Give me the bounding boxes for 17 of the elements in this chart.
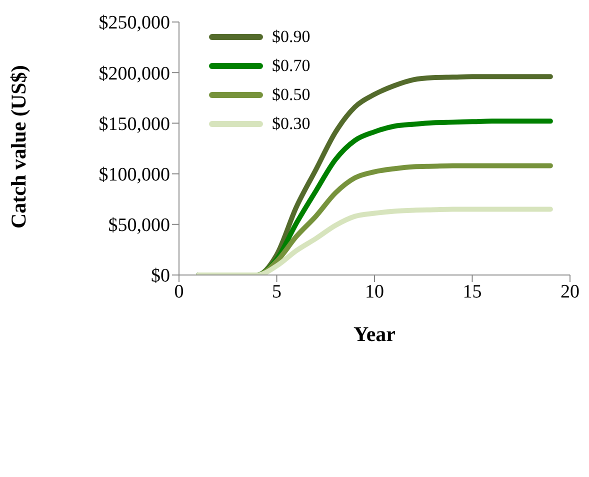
x-tick-label: 0 (174, 281, 184, 302)
y-tick-label: $0 (151, 266, 170, 287)
y-tick-label: $150,000 (98, 114, 170, 135)
legend-label: $0.70 (272, 56, 310, 76)
y-tick-label: $100,000 (98, 164, 170, 186)
legend-label: $0.30 (272, 114, 310, 134)
y-axis-title: Catch value (US$) (6, 65, 30, 228)
y-tick-label: $200,000 (98, 63, 170, 84)
legend-label: $0.50 (272, 84, 310, 104)
x-tick-label: 15 (462, 281, 482, 302)
legend-label: $0.90 (272, 26, 310, 46)
y-tick-label: $50,000 (108, 215, 170, 236)
x-tick-label: 5 (272, 281, 282, 302)
x-tick-label: 10 (365, 281, 384, 302)
y-tick-label: $250,000 (98, 12, 170, 34)
x-axis-title: Year (354, 322, 396, 346)
x-tick-label: 20 (560, 281, 580, 302)
